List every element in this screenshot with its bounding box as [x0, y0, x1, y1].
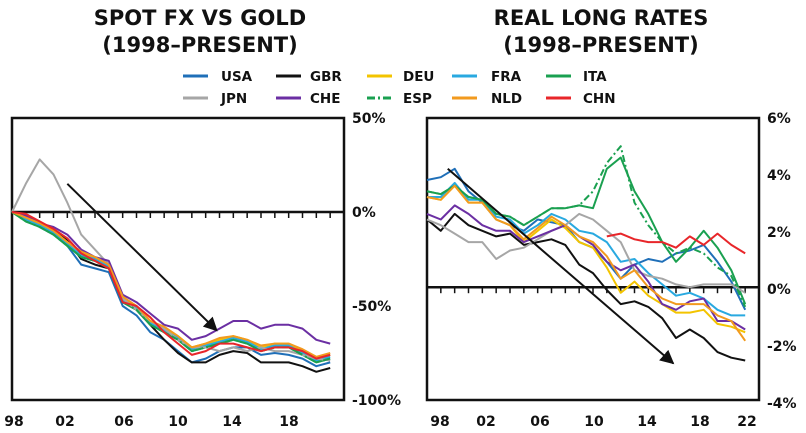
- x-tick-label: 18: [279, 414, 298, 430]
- legend-label-esp: ESP: [403, 91, 432, 107]
- left-chart-frame: [10, 116, 346, 402]
- legend-item-nld: NLD: [452, 91, 522, 107]
- x-tick-label: 06: [114, 414, 133, 430]
- legend-item-ita: ITA: [546, 69, 607, 85]
- left-chart-panel: 50% 0% -50% -100% 98 02 06 10 14 18: [4, 111, 401, 430]
- right-chart-frame: [425, 116, 761, 402]
- right-chart-lines: [426, 145, 759, 365]
- legend-item-che: CHE: [276, 91, 340, 107]
- x-tick-label: 02: [55, 414, 74, 430]
- right-chart-subtitle: (1998–PRESENT): [503, 33, 698, 57]
- y-tick-label: 0%: [767, 282, 791, 298]
- left-chart-ticks: 50% 0% -50% -100% 98 02 06 10 14 18: [4, 111, 401, 430]
- legend-label-deu: DEU: [403, 69, 434, 85]
- series-line-esp: [426, 145, 747, 308]
- legend-label-chn: CHN: [583, 91, 616, 107]
- y-tick-label: 6%: [767, 111, 791, 127]
- legend-label-nld: NLD: [491, 91, 522, 107]
- x-tick-label: 10: [168, 414, 188, 430]
- legend-item-jpn: JPN: [183, 91, 247, 107]
- legend-item-esp: ESP: [367, 91, 432, 107]
- x-tick-label: 06: [530, 414, 549, 430]
- y-tick-label: 4%: [767, 168, 791, 184]
- legend-item-chn: CHN: [546, 91, 616, 107]
- legend-label-fra: FRA: [491, 69, 522, 85]
- x-tick-label: 98: [430, 414, 449, 430]
- series-line-jpn: [426, 212, 746, 294]
- left-chart-subtitle: (1998–PRESENT): [102, 33, 297, 57]
- legend-item-usa: USA: [183, 69, 253, 85]
- left-chart-title: SPOT FX VS GOLD: [94, 6, 306, 30]
- y-tick-label: -100%: [352, 393, 401, 409]
- legend-label-che: CHE: [310, 91, 340, 107]
- y-tick-label: 0%: [352, 205, 376, 221]
- series-line-jpn: [11, 158, 331, 362]
- series-line-chn: [606, 232, 746, 255]
- trend-arrow: [447, 168, 675, 365]
- right-chart-ticks: 6% 4% 2% 0% -2% -4% 98 02 06 10 14 18 22: [430, 111, 796, 430]
- trend-arrow: [66, 183, 218, 332]
- x-tick-label: 18: [690, 414, 709, 430]
- right-chart-title: REAL LONG RATES: [494, 6, 709, 30]
- series-line-ita: [426, 156, 747, 305]
- x-tick-label: 14: [222, 414, 242, 430]
- x-tick-label: 10: [584, 414, 604, 430]
- y-tick-label: -50%: [352, 299, 391, 315]
- series-line-esp: [11, 211, 331, 364]
- series-line-che: [426, 204, 746, 331]
- y-tick-label: 2%: [767, 225, 791, 241]
- x-tick-label: 14: [637, 414, 657, 430]
- series-line-chn: [11, 211, 331, 360]
- series-line-nld: [11, 211, 331, 358]
- legend-label-jpn: JPN: [220, 91, 247, 107]
- x-tick-label: 02: [476, 414, 495, 430]
- series-line-gbr: [11, 211, 331, 373]
- legend-label-gbr: GBR: [310, 69, 342, 85]
- left-chart-lines: [11, 158, 344, 373]
- series-line-che: [11, 211, 331, 345]
- legend-label-usa: USA: [221, 69, 253, 85]
- x-tick-label: 22: [737, 414, 756, 430]
- y-tick-label: -4%: [767, 396, 797, 412]
- legend-label-ita: ITA: [583, 69, 607, 85]
- y-tick-label: 50%: [352, 111, 386, 127]
- legend-item-fra: FRA: [452, 69, 522, 85]
- legend-item-deu: DEU: [367, 69, 434, 85]
- series-line-gbr: [426, 212, 746, 362]
- legend-item-gbr: GBR: [276, 69, 342, 85]
- right-chart-panel: 6% 4% 2% 0% -2% -4% 98 02 06 10 14 18 22: [425, 111, 797, 430]
- x-tick-label: 98: [4, 414, 23, 430]
- series-line-nld: [426, 184, 747, 342]
- y-tick-label: -2%: [767, 339, 797, 355]
- legend: USA GBR DEU FRA ITA JPN CHE ESP: [183, 69, 616, 107]
